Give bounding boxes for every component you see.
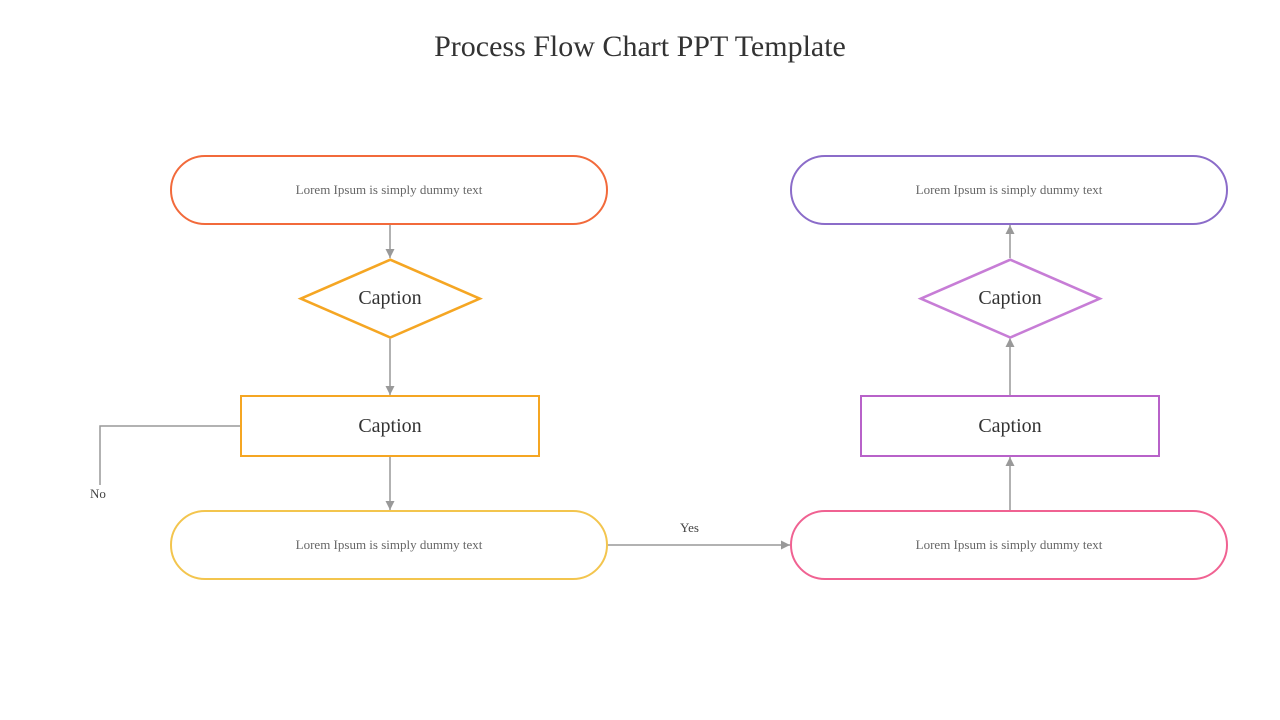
flow-node-decision: Caption [918, 258, 1102, 338]
flow-node-terminator: Lorem Ipsum is simply dummy text [170, 510, 608, 580]
flow-node-process: Caption [240, 395, 540, 457]
flow-node-terminator: Lorem Ipsum is simply dummy text [790, 510, 1228, 580]
flowchart-canvas: Process Flow Chart PPT Template No Yes Lor… [0, 0, 1280, 720]
flow-node-terminator: Lorem Ipsum is simply dummy text [170, 155, 608, 225]
flow-node-process: Caption [860, 395, 1160, 457]
edge-label: Yes [680, 520, 699, 536]
edges-layer [0, 0, 1280, 720]
page-title: Process Flow Chart PPT Template [0, 30, 1280, 64]
flow-node-terminator: Lorem Ipsum is simply dummy text [790, 155, 1228, 225]
flow-node-decision: Caption [298, 258, 482, 338]
edge-label: No [90, 486, 106, 502]
